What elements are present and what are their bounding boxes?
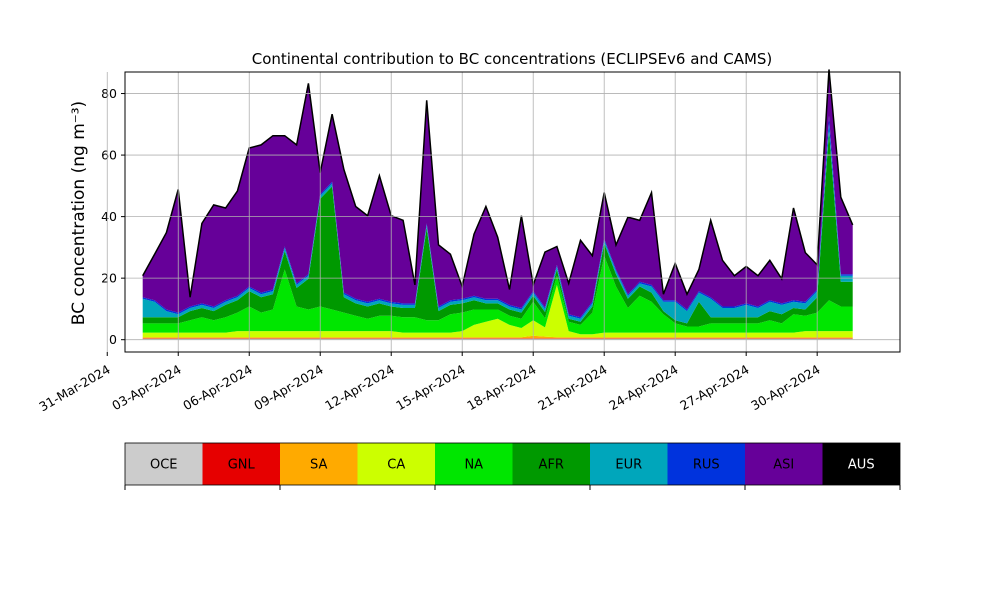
x-tick-label: 06-Apr-2024 bbox=[180, 362, 254, 414]
legend-swatch-gnl bbox=[202, 443, 280, 485]
legend-swatch-aus bbox=[822, 443, 900, 485]
x-tick-label: 24-Apr-2024 bbox=[606, 362, 680, 414]
y-tick-label: 20 bbox=[101, 271, 117, 286]
y-tick-label: 40 bbox=[101, 209, 117, 224]
legend-swatch-asi bbox=[745, 443, 823, 485]
legend-label-gnl: GNL bbox=[228, 458, 256, 473]
x-tick-label: 15-Apr-2024 bbox=[393, 362, 467, 414]
plot-frame bbox=[124, 71, 901, 353]
x-tick-label: 27-Apr-2024 bbox=[677, 362, 751, 414]
y-tick-label: 80 bbox=[101, 86, 117, 101]
x-tick-label: 21-Apr-2024 bbox=[535, 362, 609, 414]
area-asi bbox=[142, 69, 853, 318]
legend-swatch-oce bbox=[125, 443, 203, 485]
chart-title: Continental contribution to BC concentra… bbox=[252, 50, 773, 68]
x-tick-label: 31-Mar-2024 bbox=[36, 362, 112, 415]
plot-area: 0 20 40 60 80 31-Mar-202403-Apr-202406-Apr-20… bbox=[36, 69, 901, 415]
legend-colorbar: OCE GNL SA CA NA AFR EUR RUS ASI AUS bbox=[124, 442, 901, 490]
y-tick-label: 0 bbox=[109, 332, 117, 347]
legend-label-aus: AUS bbox=[848, 458, 875, 473]
legend-label-eur: EUR bbox=[615, 458, 642, 473]
legend-swatch-eur bbox=[590, 443, 668, 485]
x-tick-label: 03-Apr-2024 bbox=[109, 362, 183, 414]
legend-label-rus: RUS bbox=[693, 458, 720, 473]
legend-swatch-ca bbox=[357, 443, 435, 485]
legend-frame bbox=[124, 442, 901, 486]
legend-label-na: NA bbox=[464, 458, 483, 473]
x-tick-label: 12-Apr-2024 bbox=[322, 362, 396, 414]
legend-swatch-rus bbox=[667, 443, 745, 485]
area-ca bbox=[142, 284, 853, 338]
total-line bbox=[142, 69, 854, 298]
legend-swatch-na bbox=[435, 443, 513, 485]
legend-label-oce: OCE bbox=[150, 458, 178, 473]
x-tick-label: 30-Apr-2024 bbox=[748, 362, 822, 414]
x-tick-label: 18-Apr-2024 bbox=[464, 362, 538, 414]
legend-label-sa: SA bbox=[310, 458, 327, 473]
x-tick-label: 09-Apr-2024 bbox=[251, 362, 325, 414]
y-tick-label: 60 bbox=[101, 148, 117, 163]
y-axis-label: BC concentration (ng m⁻³) bbox=[69, 101, 89, 325]
legend-label-ca: CA bbox=[387, 458, 405, 473]
legend-swatch-sa bbox=[280, 443, 358, 485]
legend-label-asi: ASI bbox=[773, 458, 794, 473]
legend-label-afr: AFR bbox=[539, 458, 564, 473]
legend-swatch-afr bbox=[512, 443, 590, 485]
